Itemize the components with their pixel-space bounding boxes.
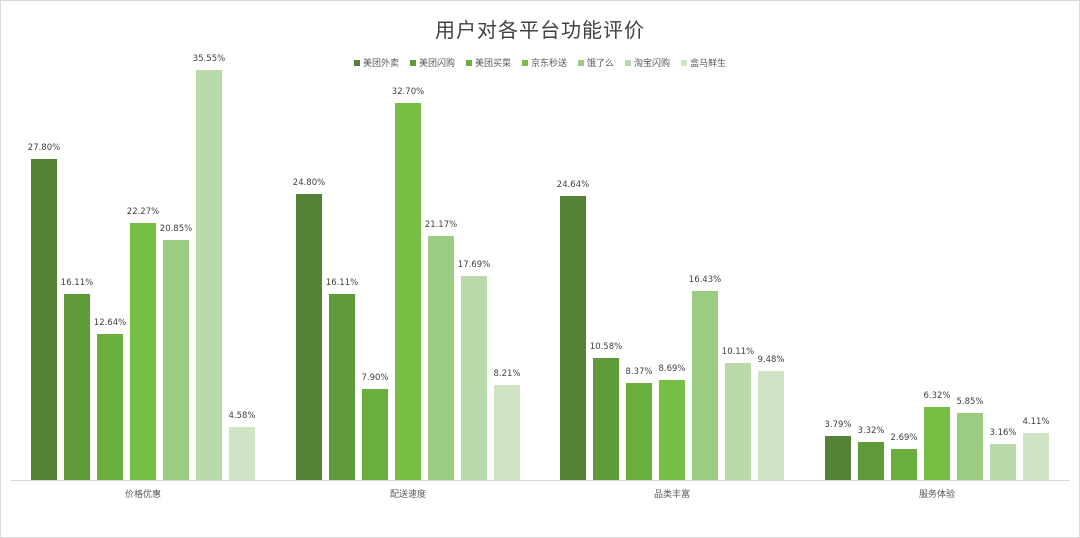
bar bbox=[593, 358, 619, 480]
legend-item: 美团外卖 bbox=[353, 56, 399, 69]
data-label: 3.79% bbox=[824, 420, 852, 431]
legend-label: 美团闪购 bbox=[418, 59, 455, 69]
legend-swatch-icon bbox=[409, 59, 416, 66]
bar bbox=[296, 194, 322, 480]
bar bbox=[1023, 432, 1049, 480]
bar bbox=[428, 235, 454, 480]
bar bbox=[957, 412, 983, 480]
legend-label: 美团外卖 bbox=[362, 59, 399, 69]
legend-label: 盒马鲜生 bbox=[690, 59, 727, 69]
bar bbox=[494, 385, 520, 480]
bar bbox=[97, 334, 123, 480]
legend-item: 京东秒送 bbox=[521, 56, 567, 69]
data-label: 16.43% bbox=[688, 274, 722, 285]
data-label: 12.64% bbox=[93, 318, 127, 329]
data-label: 8.21% bbox=[493, 369, 521, 380]
legend-label: 京东秒送 bbox=[530, 59, 567, 69]
legend-label: 美团买菜 bbox=[474, 59, 511, 69]
data-label: 16.11% bbox=[325, 278, 359, 289]
bar bbox=[461, 276, 487, 480]
bar bbox=[626, 383, 652, 480]
data-label: 20.85% bbox=[159, 223, 193, 234]
chart-legend: 美团外卖 美团闪购 美团买菜 京东秒送 饿了么 淘宝闪购 盒马鲜生 bbox=[0, 56, 1080, 69]
data-label: 8.69% bbox=[658, 363, 686, 374]
data-label: 3.16% bbox=[989, 427, 1017, 438]
bar bbox=[395, 102, 421, 480]
category-label: 服务体验 bbox=[918, 490, 955, 500]
legend-item: 盒马鲜生 bbox=[681, 56, 726, 69]
bar bbox=[31, 159, 57, 480]
data-label: 4.58% bbox=[228, 411, 256, 422]
legend-label: 饿了么 bbox=[587, 59, 615, 69]
legend-swatch-icon bbox=[625, 59, 632, 66]
bar bbox=[229, 427, 255, 480]
chart-title: 用户对各平台功能评价 bbox=[435, 18, 645, 42]
data-label: 27.80% bbox=[27, 143, 61, 154]
category-label: 品类丰富 bbox=[653, 490, 690, 500]
data-label: 8.37% bbox=[625, 367, 653, 378]
data-label: 35.55% bbox=[192, 54, 226, 65]
data-label: 7.90% bbox=[361, 372, 389, 383]
legend-item: 美团闪购 bbox=[409, 56, 455, 69]
legend-swatch-icon bbox=[465, 59, 472, 66]
data-label: 6.32% bbox=[923, 391, 951, 402]
bar bbox=[990, 443, 1016, 480]
legend-swatch-icon bbox=[521, 59, 528, 66]
legend-swatch-icon bbox=[681, 59, 688, 66]
legend-item: 淘宝闪购 bbox=[625, 56, 670, 69]
data-label: 2.69% bbox=[890, 432, 918, 443]
data-label: 5.85% bbox=[956, 396, 984, 407]
legend-swatch-icon bbox=[578, 59, 584, 66]
data-label: 21.17% bbox=[424, 219, 458, 230]
data-label: 10.11% bbox=[721, 347, 755, 358]
legend-item: 美团买菜 bbox=[465, 56, 511, 69]
legend-swatch-icon bbox=[353, 59, 360, 66]
bar bbox=[64, 294, 90, 480]
legend-label: 淘宝闪购 bbox=[634, 59, 671, 69]
category-label: 配送速度 bbox=[389, 490, 426, 500]
data-label: 10.58% bbox=[589, 342, 623, 352]
data-label: 17.69% bbox=[457, 260, 491, 271]
category-label: 价格优惠 bbox=[124, 490, 161, 500]
data-label: 32.70% bbox=[391, 86, 425, 97]
bar bbox=[560, 195, 586, 480]
x-axis-line bbox=[11, 480, 1070, 481]
data-label: 22.27% bbox=[126, 207, 160, 218]
bar bbox=[891, 448, 917, 480]
data-label: 3.32% bbox=[857, 425, 885, 436]
data-label: 4.11% bbox=[1022, 416, 1050, 427]
bar bbox=[692, 290, 718, 480]
bar bbox=[858, 441, 884, 480]
data-label: 16.11% bbox=[60, 278, 94, 289]
bar bbox=[725, 363, 751, 480]
bar bbox=[362, 388, 388, 480]
data-label: 24.64% bbox=[556, 179, 590, 190]
bar bbox=[825, 436, 851, 480]
bar bbox=[659, 379, 685, 480]
bar bbox=[924, 407, 950, 480]
bar bbox=[196, 70, 222, 480]
data-label: 9.48% bbox=[757, 354, 785, 365]
legend-item: 饿了么 bbox=[578, 56, 614, 69]
bar bbox=[758, 370, 784, 480]
data-label: 24.80% bbox=[292, 178, 326, 189]
bar bbox=[163, 239, 189, 480]
bar bbox=[130, 223, 156, 480]
bar bbox=[329, 294, 355, 480]
